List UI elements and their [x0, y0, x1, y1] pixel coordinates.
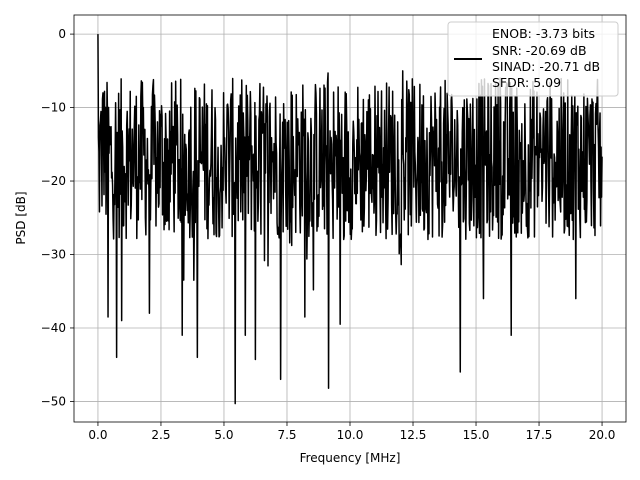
y-tick-label: −40 [41, 321, 66, 335]
x-tick-label: 2.5 [151, 428, 170, 442]
y-tick-label: −50 [41, 394, 66, 408]
psd-trace [97, 34, 603, 405]
x-tick-label: 17.5 [526, 428, 553, 442]
x-tick-label: 0.0 [88, 428, 107, 442]
y-axis-label: PSD [dB] [14, 191, 28, 244]
x-tick-label: 10.0 [337, 428, 364, 442]
y-tick-label: −30 [41, 247, 66, 261]
y-tick-label: 0 [58, 27, 66, 41]
x-tick-label: 5.0 [214, 428, 233, 442]
y-tick-label: −20 [41, 174, 66, 188]
x-axis-ticks: 0.0 2.5 5.0 7.5 10.0 12.5 15.0 17.5 20.0 [88, 422, 615, 442]
x-tick-label: 20.0 [589, 428, 616, 442]
y-axis-ticks: 0 −10 −20 −30 −40 −50 [41, 27, 74, 408]
x-axis-label: Frequency [MHz] [300, 451, 401, 465]
legend-sfdr: SFDR: 5.09 [492, 75, 561, 90]
x-tick-label: 7.5 [277, 428, 296, 442]
x-tick-label: 12.5 [400, 428, 427, 442]
legend-enob: ENOB: -3.73 bits [492, 26, 595, 41]
legend-sinad: SINAD: -20.71 dB [492, 59, 600, 74]
x-tick-label: 15.0 [463, 428, 490, 442]
legend: ENOB: -3.73 bits SNR: -20.69 dB SINAD: -… [447, 21, 619, 97]
psd-series [97, 34, 603, 405]
y-tick-label: −10 [41, 101, 66, 115]
legend-snr: SNR: -20.69 dB [492, 43, 587, 58]
legend-box [447, 21, 619, 97]
